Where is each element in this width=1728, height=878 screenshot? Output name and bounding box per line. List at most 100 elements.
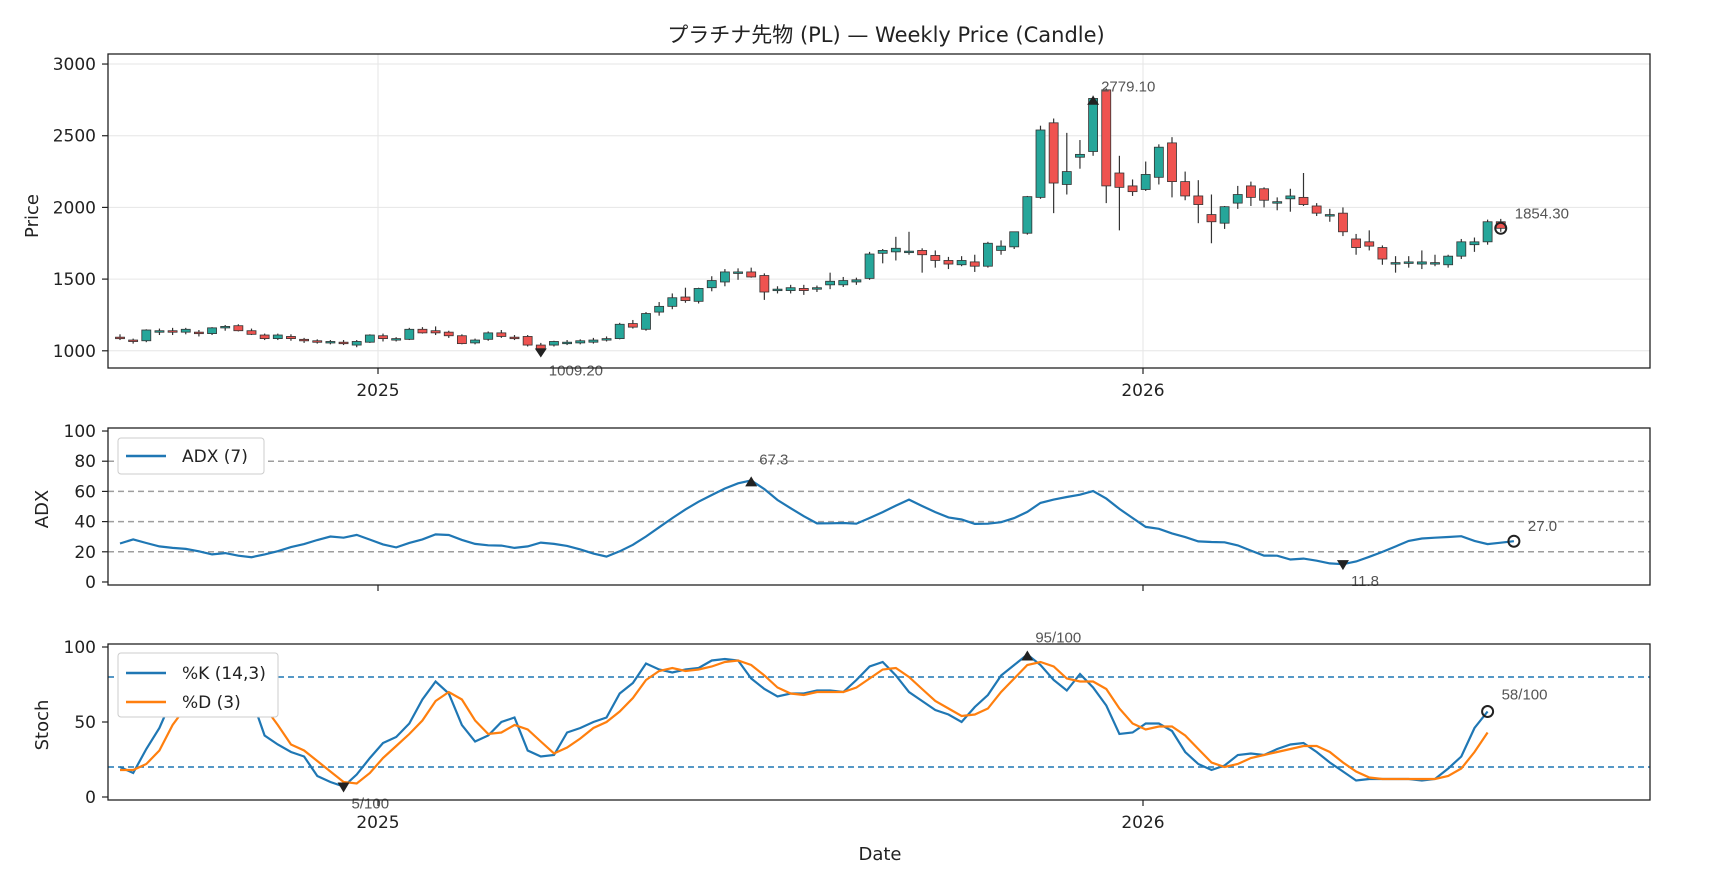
candle-body [272, 334, 283, 340]
candle-body [1246, 185, 1256, 198]
adx-high-annotation: 67.3 [759, 451, 788, 468]
candle-body [588, 339, 599, 343]
adx-legend-box [117, 437, 265, 475]
candle-body [614, 323, 625, 340]
candle-body [838, 280, 849, 286]
high-marker [1087, 95, 1100, 105]
candle-body [930, 255, 941, 261]
k-legend-label: %K (14,3) [182, 664, 266, 684]
y-tick-label-0: 1000 [53, 342, 96, 362]
candle-body [180, 328, 191, 333]
candle-body [1285, 195, 1296, 200]
price-panel: 1000 1500 2000 2500 3000 2025 2026 2779.10 1009.… [53, 53, 1651, 401]
candle-body [364, 334, 375, 343]
candle-body [404, 328, 415, 340]
adx-legend-label: ADX (7) [182, 447, 248, 467]
candle-body [522, 336, 533, 346]
candle-body [115, 336, 125, 340]
adx-y-label: ADX [32, 490, 53, 529]
candle-body [509, 336, 520, 340]
candle-body [1022, 196, 1033, 234]
candle-body [1403, 261, 1414, 264]
candle-body [1035, 129, 1046, 198]
price-y-label: Price [22, 194, 43, 238]
candle-body [851, 279, 862, 283]
y-tick-label-2: 2000 [53, 198, 96, 218]
candle-body [706, 280, 717, 289]
candle-body [943, 260, 954, 265]
candle-body [193, 331, 204, 335]
candle-body [641, 313, 651, 330]
candle-body [733, 271, 743, 274]
adx-last-marker [1507, 534, 1521, 548]
candle-body [1259, 188, 1269, 201]
candle-body [535, 344, 546, 350]
last-annotation: 1854.30 [1515, 205, 1569, 222]
y-tick-label-2: 100 [64, 638, 96, 658]
candle-body [1482, 221, 1493, 243]
candle-body [917, 250, 928, 256]
candle-body [456, 335, 467, 345]
candle-body [575, 340, 586, 344]
candle-body [1338, 212, 1348, 233]
candle-body [680, 296, 691, 302]
candle-body [1377, 247, 1388, 260]
candle-body [1206, 214, 1217, 223]
candle-body [864, 253, 875, 279]
candle-body [746, 271, 757, 278]
stoch-high-annotation: 95/100 [1035, 630, 1081, 647]
stoch-last-annotation: 58/100 [1502, 687, 1548, 704]
candle-body [720, 271, 730, 283]
candle-body [1140, 174, 1151, 190]
y-tick-label-1: 1500 [53, 270, 96, 290]
candle-body [246, 330, 257, 335]
adx-last-annotation: 27.0 [1528, 518, 1557, 535]
candle-body [220, 326, 231, 329]
stoch-panel: 0 50 100 2025 2026 95/100 5/100 58/100 [64, 630, 1651, 833]
stoch-high-marker [1021, 650, 1034, 661]
stoch-y-label: Stoch [32, 700, 53, 751]
candle-body [772, 288, 783, 292]
candle-body [1469, 241, 1480, 246]
date-x-label: Date [858, 844, 901, 865]
candle-body [627, 323, 638, 328]
candle-body [1390, 262, 1401, 265]
candle-body [667, 297, 678, 307]
candle-body [1153, 146, 1164, 178]
candle-body [904, 250, 914, 254]
stoch-low-annotation: 5/100 [352, 796, 390, 813]
x-tick-label-0: 2025 [356, 813, 399, 833]
candle-body [969, 261, 980, 267]
candle-body [286, 336, 296, 340]
candle-body [1416, 261, 1427, 265]
candle-body [128, 339, 139, 342]
candle-body [1167, 142, 1177, 183]
y-tick-label-1: 20 [74, 543, 96, 563]
candle-body [996, 245, 1006, 251]
candle-body [890, 247, 901, 253]
candle-body [1364, 241, 1375, 247]
candle-body [1048, 122, 1059, 184]
y-tick-label-4: 80 [74, 452, 96, 472]
candle-body [1430, 262, 1440, 265]
stoch-d-line [120, 659, 1489, 785]
candle-body [312, 340, 323, 343]
candle-body [167, 330, 178, 333]
candle-body [1193, 195, 1204, 205]
candle-body [1456, 241, 1467, 257]
y-tick-label-0: 0 [85, 573, 96, 593]
candle-body [233, 325, 244, 332]
y-tick-label-1: 50 [74, 713, 96, 733]
chart-title: プラチナ先物 (PL) — Weekly Price (Candle) [667, 23, 1104, 47]
candle-body [601, 338, 612, 341]
candle-body [259, 334, 270, 340]
candle-body [1232, 194, 1243, 204]
stoch-legend: %K (14,3) %D (3) [117, 652, 279, 718]
candle-body [812, 287, 822, 290]
candle-body [470, 339, 480, 344]
adx-panel: 0 20 40 60 80 100 67.3 11.8 27.0 [64, 422, 1651, 593]
candle-body [154, 330, 165, 333]
candle-body [983, 242, 993, 267]
adx-low-marker [1336, 560, 1349, 571]
